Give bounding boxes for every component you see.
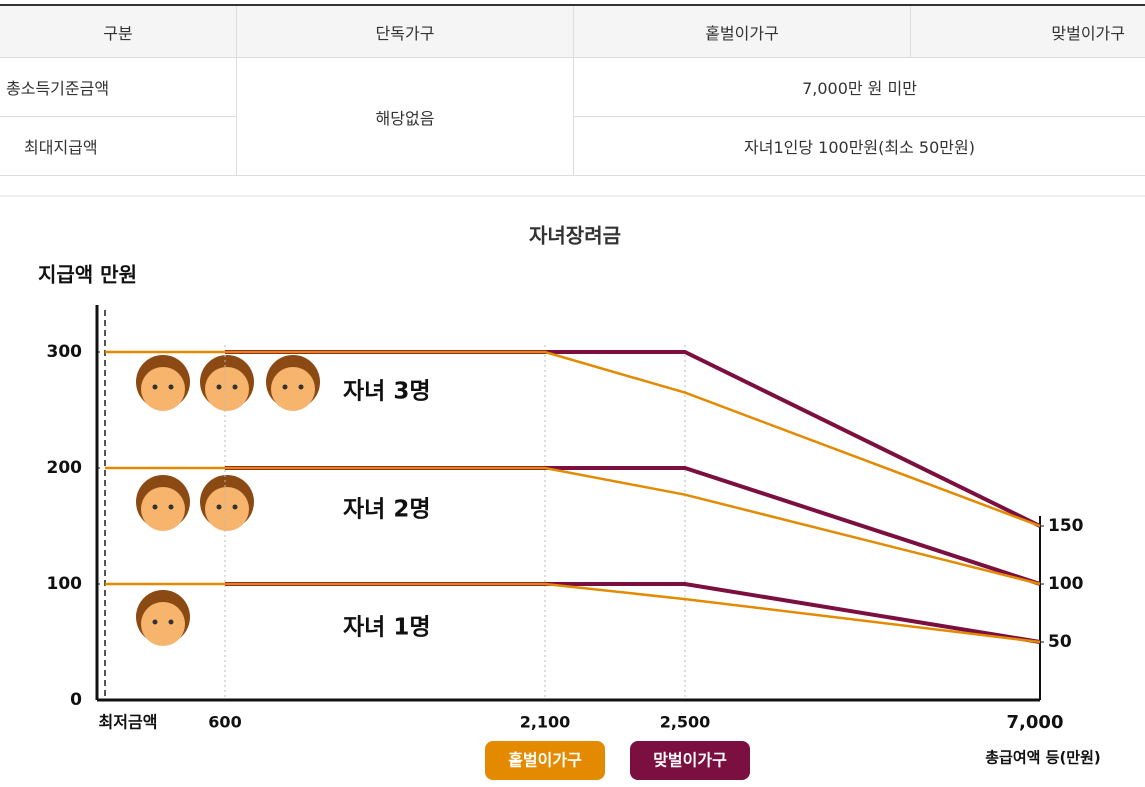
table-row: 최대지급액 자녀1인당 100만원(최소 50만원)	[0, 116, 1145, 176]
faces	[136, 355, 320, 646]
series-line	[105, 350, 1041, 528]
y-tick-label: 300	[47, 342, 83, 362]
series-line	[105, 582, 1041, 644]
face-eye	[232, 504, 238, 510]
header-cell: 구분	[0, 5, 237, 58]
y2-tick-label: 50	[1048, 632, 1072, 652]
face-eye	[168, 504, 174, 510]
x-axis-title: 총급여액 등(만원)	[985, 749, 1101, 767]
header-cell: 단독가구	[236, 5, 574, 58]
x-tick-label: 2,500	[660, 713, 711, 732]
face-eye	[168, 619, 174, 625]
table-row: 총소득기준금액 해당없음 7,000만 원 미만	[0, 57, 1145, 176]
legend-label: 맞벌이가구	[653, 751, 727, 770]
x-tick-label: 7,000	[1007, 712, 1064, 733]
x-tick-label: 2,100	[520, 713, 571, 732]
header-cell: 맞벌이가구	[910, 5, 1145, 58]
x-tick-label: 최저금액	[99, 713, 158, 732]
row-label: 총소득기준금액	[0, 57, 237, 117]
table-cell: 7,000만 원 미만	[573, 57, 1145, 117]
face	[141, 487, 185, 531]
row-label: 최대지급액	[0, 116, 237, 176]
table-cell: 자녀1인당 100만원(최소 50만원)	[573, 116, 1145, 176]
series-line	[105, 466, 1041, 586]
y-tick-label: 200	[47, 458, 83, 478]
y-axis-title: 지급액 만원	[38, 263, 137, 287]
group-label: 자녀 1명	[343, 615, 431, 641]
chart-title: 자녀장려금	[529, 224, 621, 248]
info-table: 구분 단독가구 홑벌이가구 맞벌이가구 총소득기준금액 해당없음 7,000만 …	[0, 4, 1145, 176]
group-label: 자녀 2명	[343, 497, 431, 523]
face	[205, 367, 249, 411]
x-tick-label: 600	[208, 713, 241, 732]
y-tick-label: 100	[47, 574, 83, 594]
legend-item	[630, 741, 750, 780]
face-eye	[232, 384, 238, 390]
face-eye	[282, 384, 288, 390]
y-tick-label: 0	[70, 690, 82, 710]
legend-item	[485, 741, 605, 780]
face-eye	[168, 384, 174, 390]
face-eye	[216, 504, 222, 510]
face	[141, 367, 185, 411]
face	[271, 367, 315, 411]
group-label: 자녀 3명	[343, 379, 431, 405]
face-eye	[152, 384, 158, 390]
face-eye	[152, 504, 158, 510]
header-row: 구분 단독가구 홑벌이가구 맞벌이가구	[0, 5, 1145, 58]
face	[205, 487, 249, 531]
legend-label: 홑벌이가구	[508, 751, 582, 770]
table-cell: 해당없음	[236, 57, 574, 176]
y2-tick-label: 150	[1048, 516, 1084, 536]
header-cell: 홑벌이가구	[573, 5, 911, 58]
face-eye	[298, 384, 304, 390]
face-eye	[216, 384, 222, 390]
face	[141, 602, 185, 646]
face-eye	[152, 619, 158, 625]
y2-tick-label: 100	[1048, 574, 1084, 594]
